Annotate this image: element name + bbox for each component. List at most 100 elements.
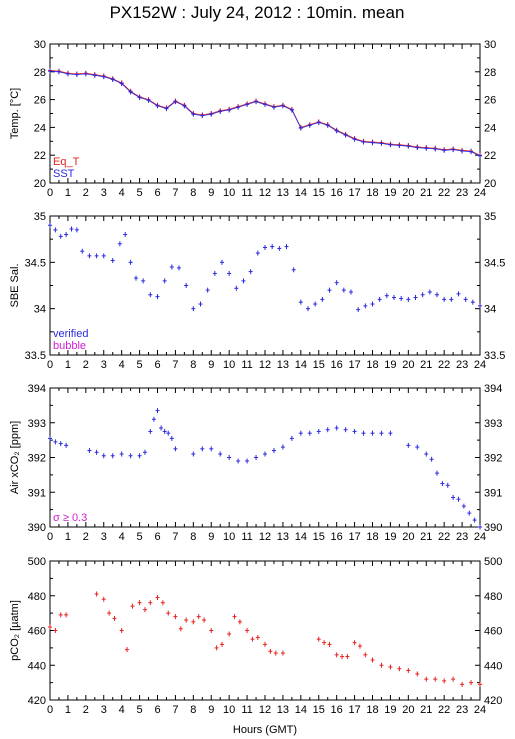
x-tick-label: 21 <box>420 187 432 199</box>
data-point <box>478 681 482 687</box>
chart-title: PX152W : July 24, 2012 : 10min. mean <box>110 3 405 22</box>
y-tick-label-right: 420 <box>484 695 502 707</box>
x-tick-label: 8 <box>190 531 196 543</box>
data-point <box>198 301 203 307</box>
data-point <box>424 676 429 682</box>
x-tick-label: 22 <box>438 187 450 199</box>
x-tick-label: 6 <box>154 531 160 543</box>
y-tick-label-left: 420 <box>28 695 46 707</box>
data-point <box>53 628 58 633</box>
x-tick-label: 4 <box>119 359 125 371</box>
data-point <box>307 430 312 436</box>
data-point <box>406 667 411 673</box>
data-point <box>255 250 260 256</box>
x-tick-label: 8 <box>190 359 196 371</box>
data-point <box>125 647 130 653</box>
x-tick-label: 20 <box>402 187 414 199</box>
data-point <box>236 458 241 464</box>
data-point <box>53 439 58 445</box>
y-tick-label-right: 28 <box>484 67 496 79</box>
data-point <box>119 451 124 457</box>
y-tick-label-left: 393 <box>28 418 46 430</box>
data-point <box>284 244 289 250</box>
y-tick-label-left: 394 <box>28 383 46 395</box>
data-point <box>202 617 207 623</box>
data-point <box>209 446 214 452</box>
x-tick-label: 3 <box>101 531 107 543</box>
data-point <box>101 253 106 259</box>
data-point <box>291 267 296 273</box>
x-tick-label: 10 <box>223 359 235 371</box>
data-point <box>48 624 52 630</box>
y-tick-label-right: 26 <box>484 95 496 107</box>
data-point <box>379 430 384 436</box>
data-point <box>334 280 339 286</box>
data-point <box>209 628 214 633</box>
y-axis-label: pCO₂ [µatm] <box>9 600 21 661</box>
y-tick-label-left: 480 <box>28 591 46 603</box>
x-tick-label: 0 <box>47 704 53 716</box>
x-tick-label: 18 <box>366 704 378 716</box>
data-point <box>212 270 217 276</box>
x-tick-label: 23 <box>456 531 468 543</box>
data-point <box>478 524 482 530</box>
data-point <box>128 259 133 265</box>
data-point <box>112 615 117 621</box>
data-point <box>377 296 382 302</box>
data-point <box>173 614 178 620</box>
x-tick-label: 24 <box>474 531 486 543</box>
x-tick-label: 9 <box>208 359 214 371</box>
data-point <box>53 227 58 233</box>
data-point <box>162 278 167 284</box>
x-tick-label: 12 <box>259 704 271 716</box>
x-tick-label: 23 <box>456 704 468 716</box>
data-point <box>191 619 196 625</box>
y-tick-label-right: 480 <box>484 591 502 603</box>
x-tick-label: 18 <box>366 531 378 543</box>
data-point <box>352 428 357 434</box>
data-point <box>357 643 362 649</box>
y-tick-label-left: 392 <box>28 453 46 465</box>
y-axis-label: Temp. [°C] <box>9 88 21 139</box>
y-tick-label-left: 35 <box>34 211 46 223</box>
data-point <box>151 416 156 422</box>
data-point <box>478 303 482 309</box>
x-tick-label: 2 <box>83 704 89 716</box>
data-point <box>456 291 461 297</box>
data-point <box>227 631 232 637</box>
data-point <box>440 481 445 487</box>
x-tick-label: 23 <box>456 187 468 199</box>
x-tick-label: 14 <box>295 531 307 543</box>
data-point <box>123 232 128 238</box>
data-point <box>370 301 375 307</box>
x-tick-label: 14 <box>295 704 307 716</box>
x-tick-label: 15 <box>313 187 325 199</box>
data-point <box>397 666 402 672</box>
x-tick-label: 9 <box>208 531 214 543</box>
x-tick-label: 4 <box>119 704 125 716</box>
data-point <box>280 650 285 656</box>
legend-entry: Eq_T <box>53 156 80 168</box>
y-tick-label-left: 391 <box>28 487 46 499</box>
legend-entry: SST <box>53 168 75 180</box>
data-point <box>178 626 183 632</box>
data-point <box>184 283 189 288</box>
x-tick-label: 11 <box>241 704 252 716</box>
data-point <box>370 430 375 436</box>
data-point <box>220 641 224 647</box>
panel-2: 0 1 2 3 4 5 6 7 8 9 10 11 12 13 14 15 16 17 18 19 20 21 22 23 24… <box>9 383 502 543</box>
legend-entry: verified <box>53 328 88 340</box>
data-point <box>162 428 167 434</box>
data-point <box>254 455 259 460</box>
plot-frame <box>49 43 481 184</box>
x-tick-label: 20 <box>402 359 414 371</box>
y-tick-label-left: 30 <box>34 39 46 51</box>
data-point <box>361 430 366 436</box>
data-point <box>467 510 472 516</box>
x-tick-label: 5 <box>137 187 143 199</box>
x-axis-label: Hours (GMT) <box>233 724 297 736</box>
y-tick-label-right: 500 <box>484 556 502 568</box>
data-point <box>134 275 138 281</box>
series-1 <box>48 68 482 159</box>
